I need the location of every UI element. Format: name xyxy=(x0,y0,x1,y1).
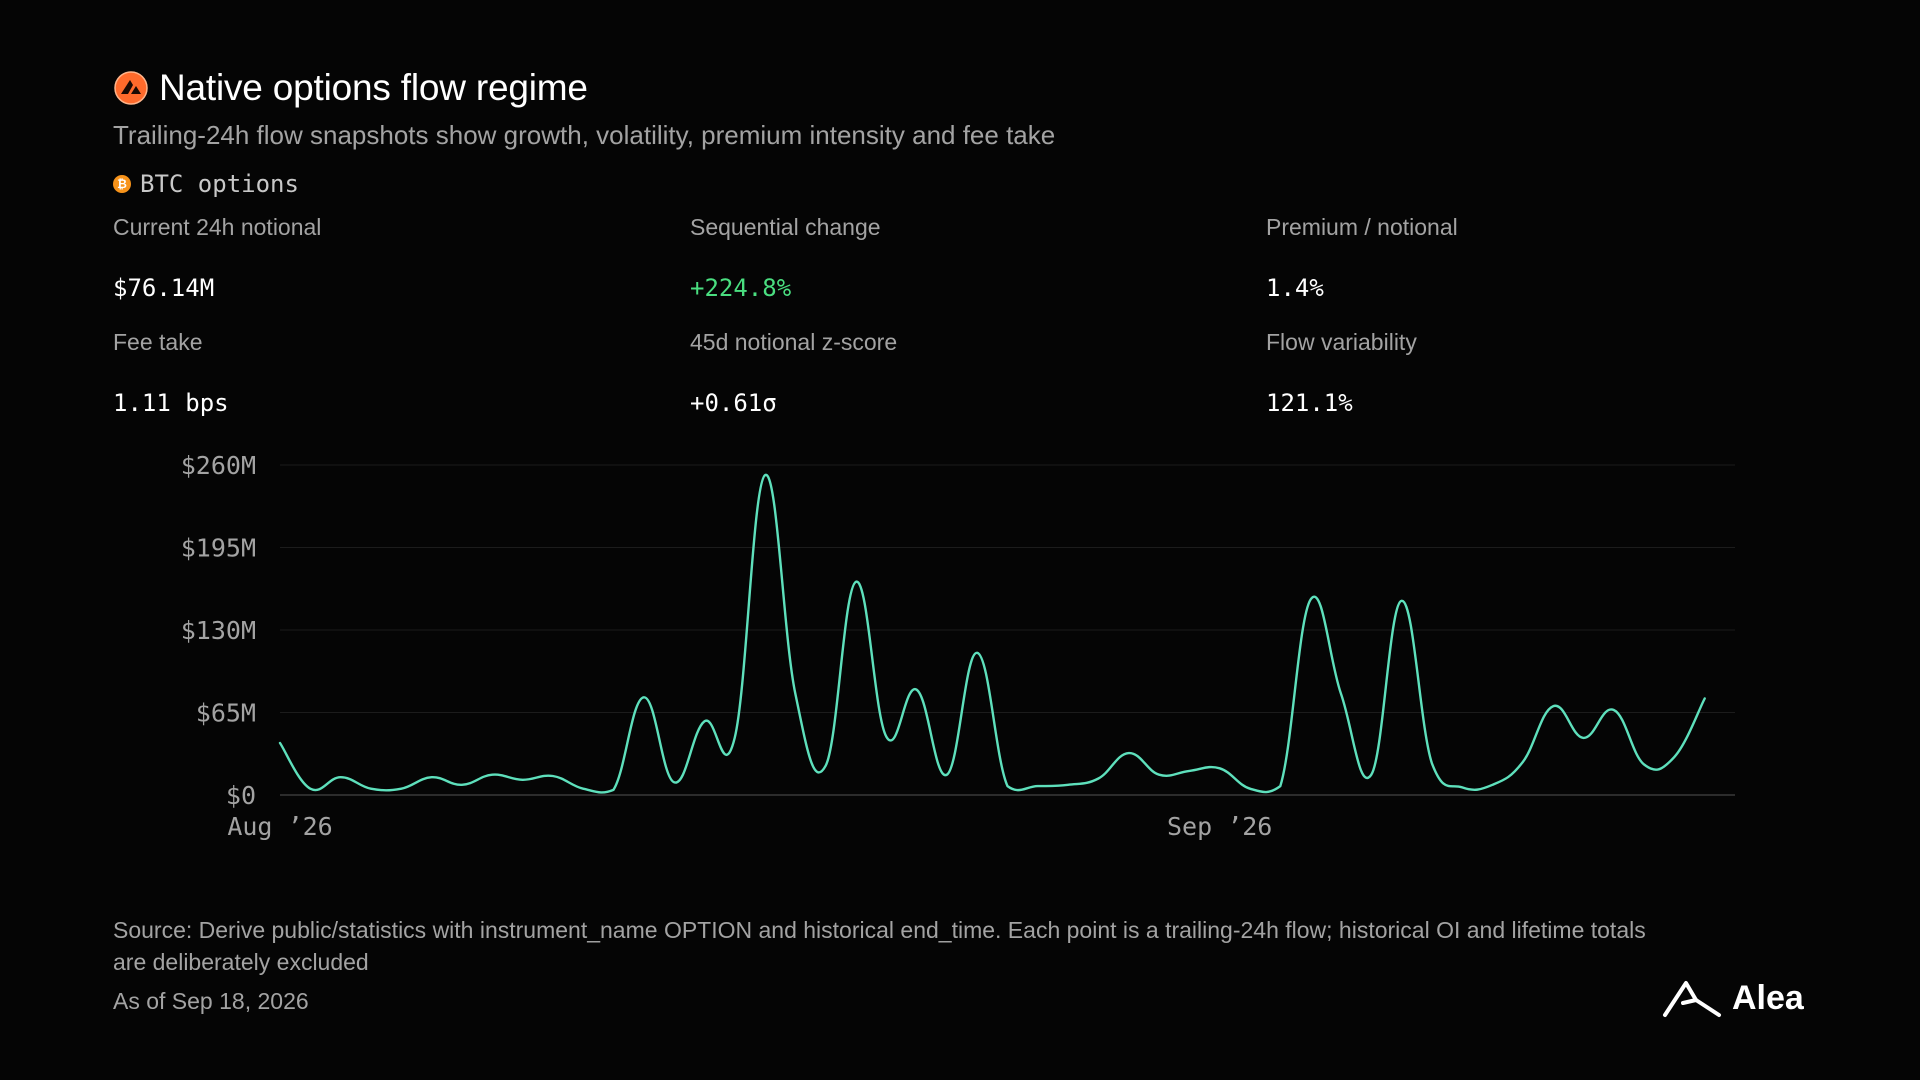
stat-label: Flow variability xyxy=(1266,329,1417,355)
series-layer xyxy=(278,473,1706,794)
stat-flow-variability: Flow variability 121.1% xyxy=(1266,327,1806,419)
options-flow-logo-icon xyxy=(114,71,148,105)
series-line xyxy=(278,473,1706,794)
stat-value: 121.1% xyxy=(1266,389,1353,417)
brand-logo: Alea xyxy=(1662,976,1804,1020)
stat-label: Sequential change xyxy=(690,214,881,240)
stat-sequential-change: Sequential change +224.8% xyxy=(690,212,1230,304)
stat-label: Current 24h notional xyxy=(113,214,322,240)
alea-logo-icon xyxy=(1663,981,1721,1017)
stat-value: $76.14M xyxy=(113,274,215,302)
stat-z-score: 45d notional z-score +0.61σ xyxy=(690,327,1230,419)
grid-layer xyxy=(280,464,1735,796)
as-of-date: As of Sep 18, 2026 xyxy=(113,988,309,1014)
x-tick-label: Sep ’26 xyxy=(1167,812,1272,841)
stat-current-notional: Current 24h notional $76.14M xyxy=(113,212,653,304)
svg-text:₿: ₿ xyxy=(117,177,127,191)
y-tick-label: $65M xyxy=(196,699,256,728)
x-axis: Aug ’26 Sep ’26 xyxy=(227,812,1272,841)
y-axis: $0 $65M $130M $195M $260M xyxy=(181,451,256,810)
y-tick-label: $195M xyxy=(181,534,256,563)
title-row: Native options flow regime xyxy=(113,66,588,110)
page-subtitle: Trailing-24h flow snapshots show growth,… xyxy=(113,120,1056,150)
stat-value: 1.4% xyxy=(1266,274,1324,302)
stat-label: 45d notional z-score xyxy=(690,329,898,355)
y-tick-label: $130M xyxy=(181,616,256,645)
stats-grid: Current 24h notional $76.14M Sequential … xyxy=(113,212,1813,440)
page-title: Native options flow regime xyxy=(159,67,588,108)
x-tick-label: Aug ’26 xyxy=(227,812,332,841)
asset-row: ₿ BTC options xyxy=(113,168,299,200)
stat-label: Premium / notional xyxy=(1266,214,1458,240)
stat-value: +224.8% xyxy=(690,274,792,302)
notional-line-chart: $0 $65M $130M $195M $260M Aug ’26 Sep ’26 xyxy=(181,451,1735,841)
stat-value: 1.11 bps xyxy=(113,389,229,417)
brand-name: Alea xyxy=(1732,979,1804,1017)
y-tick-label: $260M xyxy=(181,451,256,480)
stat-premium-notional: Premium / notional 1.4% xyxy=(1266,212,1806,304)
asset-label: BTC options xyxy=(140,170,299,198)
bitcoin-icon: ₿ xyxy=(113,175,131,193)
stat-fee-take: Fee take 1.11 bps xyxy=(113,327,653,419)
source-note: Source: Derive public/statistics with in… xyxy=(113,917,1646,975)
stat-value: +0.61σ xyxy=(690,389,777,417)
y-tick-label: $0 xyxy=(226,781,256,810)
stat-label: Fee take xyxy=(113,329,203,355)
